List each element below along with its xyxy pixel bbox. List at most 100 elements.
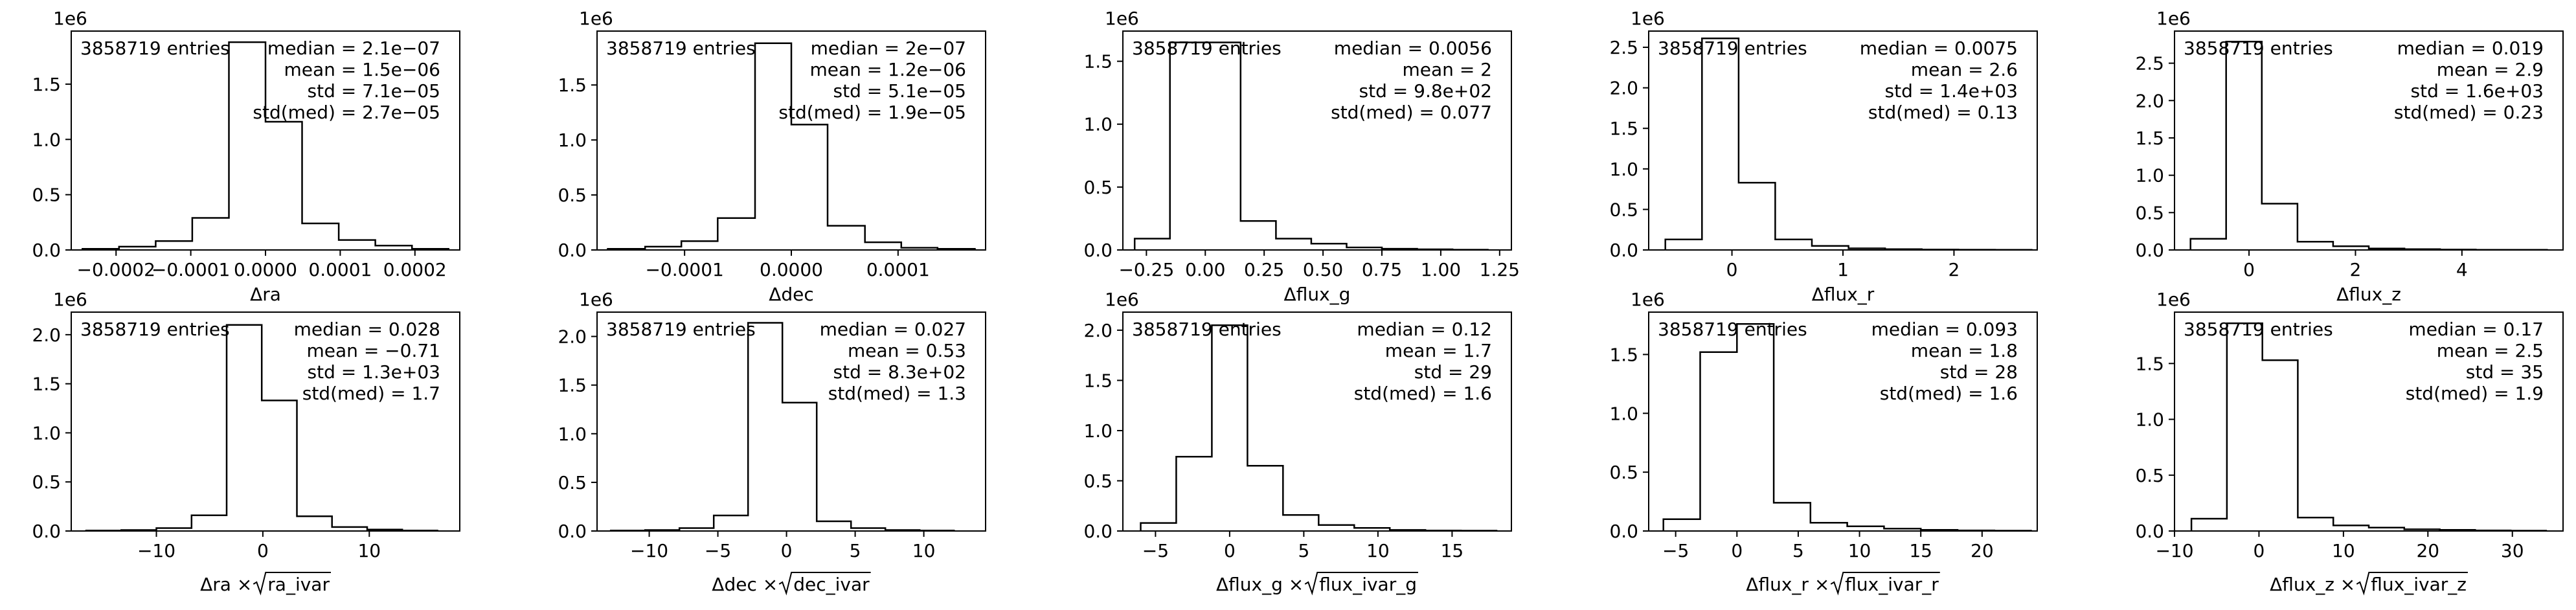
x-tick-label: −10 xyxy=(2155,540,2193,561)
stat-line: median = 0.0056 xyxy=(1334,38,1492,59)
axes-frame xyxy=(1122,30,1512,251)
histogram-bin xyxy=(376,245,412,250)
subplot-6: −10 0 10 0.0 0.5 1.0 1.5 2.0 1e6 3858719 entries m… xyxy=(32,289,460,596)
subplot-4: 0 1 2 0.0 0.5 1.0 1.5 2.0 2.5 1e6 3858719 entries m… xyxy=(1609,8,2038,305)
stat-line: median = 0.12 xyxy=(1357,319,1492,340)
axes-frame xyxy=(2174,30,2564,251)
stat-line: median = 0.093 xyxy=(1871,319,2018,340)
y-tick-label: 0.0 xyxy=(1609,521,1638,542)
histogram-bin xyxy=(262,400,297,531)
histogram-bin xyxy=(2191,519,2227,531)
x-axis-label: Δflux_g xyxy=(1284,284,1351,305)
y-tick-label: 0.5 xyxy=(1083,470,1113,491)
histogram-bin xyxy=(302,223,339,250)
histogram-bin xyxy=(1666,240,1702,250)
entries-label: 3858719 entries xyxy=(2184,38,2333,59)
stat-line: mean = 1.5e−06 xyxy=(284,59,440,80)
histogram-bin xyxy=(1702,38,1739,250)
y-tick-label: 2.0 xyxy=(558,326,587,348)
entries-label: 3858719 entries xyxy=(1658,319,1807,340)
histogram-bin xyxy=(2333,525,2369,531)
x-axis-label-prefix: Δra × xyxy=(200,574,252,595)
y-tick-label: 1.0 xyxy=(1083,420,1113,442)
sqrt-sign xyxy=(1830,572,1940,596)
stat-line: median = 2.1e−07 xyxy=(267,38,440,59)
y-tick-label: 0.0 xyxy=(2135,521,2164,542)
stat-line: mean = 1.7 xyxy=(1385,340,1492,361)
x-tick-label: −0.0002 xyxy=(77,259,155,280)
x-axis-label: Δflux_r xyxy=(1812,284,1875,305)
y-tick-label: 0.0 xyxy=(558,240,587,261)
y-tick-label: 1.5 xyxy=(2135,128,2164,149)
subplot-10: −10 0 10 20 30 0.0 0.5 1.0 1.5 1e6 3858719 entries… xyxy=(2135,289,2564,596)
y-tick-label: 0.5 xyxy=(1609,462,1638,483)
histogram-bin xyxy=(1212,325,1247,531)
x-tick-label: 0 xyxy=(257,540,269,561)
histogram-bin xyxy=(1318,525,1354,531)
x-tick-label: 10 xyxy=(912,540,936,561)
x-tick-label: −5 xyxy=(1142,540,1169,561)
y-scale-label: 1e6 xyxy=(2156,8,2191,29)
x-tick-label: −0.0001 xyxy=(152,259,230,280)
x-axis-label-prefix: Δflux_g × xyxy=(1216,574,1304,595)
stat-line: std = 7.1e−05 xyxy=(308,80,440,102)
histogram-bin xyxy=(1775,240,1812,250)
histogram-bin xyxy=(2298,242,2333,250)
x-axis-label-sqrt-arg: flux_ivar_r xyxy=(1845,574,1939,595)
entries-label: 3858719 entries xyxy=(606,319,756,340)
stat-line: mean = 2 xyxy=(1403,59,1492,80)
stat-line: median = 2e−07 xyxy=(811,38,966,59)
histogram-bin xyxy=(1700,352,1737,531)
stat-line: std = 9.8e+02 xyxy=(1359,80,1492,102)
histogram-step xyxy=(82,41,449,250)
histogram-bin xyxy=(1241,221,1276,250)
x-axis-label-sqrt-arg: flux_ivar_z xyxy=(2371,574,2467,595)
x-tick-label: 0 xyxy=(1731,540,1743,561)
histogram-bin xyxy=(1774,503,1811,531)
y-tick-label: 0.5 xyxy=(2135,202,2164,223)
y-tick-label: 1.0 xyxy=(32,129,61,150)
histogram-bin xyxy=(1276,239,1311,251)
axes-frame xyxy=(596,311,986,532)
x-tick-label: −0.0001 xyxy=(645,259,723,280)
histogram-bin xyxy=(155,241,192,250)
y-tick-label: 0.0 xyxy=(2135,240,2164,261)
x-axis-label: Δra xyxy=(250,284,281,305)
y-tick-label: 0.0 xyxy=(1609,240,1638,261)
x-axis-label: Δflux_z × flux_ivar_z xyxy=(2270,572,2468,596)
histogram-bin xyxy=(192,515,227,531)
x-tick-label: 0 xyxy=(1726,259,1738,280)
entries-label: 3858719 entries xyxy=(606,38,756,59)
entries-label: 3858719 entries xyxy=(1132,38,1282,59)
y-tick-label: 0.0 xyxy=(558,521,587,542)
y-tick-label: 1.0 xyxy=(1083,114,1113,135)
histogram-bin xyxy=(1664,519,1700,531)
y-scale-label: 1e6 xyxy=(579,289,613,310)
axes-frame xyxy=(2174,311,2564,532)
x-tick-label: 4 xyxy=(2456,259,2468,280)
histogram-bin xyxy=(339,240,376,250)
axes-frame xyxy=(1122,311,1512,532)
stat-line: std(med) = 1.6 xyxy=(1880,383,2018,404)
subplot-5: 0 2 4 0.0 0.5 1.0 1.5 2.0 2.5 1e6 3858719 entries m… xyxy=(2135,8,2564,305)
x-tick-label: 10 xyxy=(2332,540,2355,561)
x-tick-label: 0.0000 xyxy=(760,259,823,280)
x-tick-label: 1.25 xyxy=(1480,259,1520,280)
y-tick-label: 2.0 xyxy=(1083,320,1113,341)
stat-line: median = 0.019 xyxy=(2397,38,2544,59)
stat-line: std = 28 xyxy=(1940,361,2018,383)
x-tick-label: 20 xyxy=(1971,540,1994,561)
x-tick-label: 5 xyxy=(850,540,861,561)
x-tick-label: 15 xyxy=(1441,540,1464,561)
y-scale-label: 1e6 xyxy=(1631,289,1665,310)
sqrt-sign xyxy=(1304,572,1418,596)
axes-frame xyxy=(71,311,460,532)
y-tick-label: 0.5 xyxy=(558,472,587,493)
axes-frame xyxy=(1648,311,2038,532)
histogram-bin xyxy=(791,124,828,250)
entries-label: 3858719 entries xyxy=(2184,319,2333,340)
x-tick-label: 10 xyxy=(357,540,381,561)
y-tick-label: 1.5 xyxy=(558,74,587,96)
y-tick-label: 0.5 xyxy=(1609,199,1638,220)
subplot-9: −5 0 5 10 15 20 0.0 0.5 1.0 1.5 1e6 3858719 entries… xyxy=(1609,289,2038,596)
